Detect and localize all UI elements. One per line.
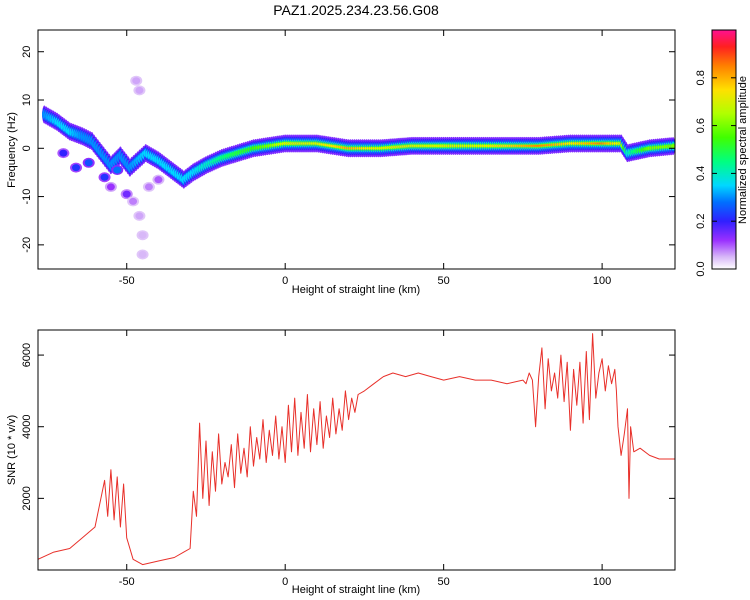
heatmap-blob — [59, 149, 68, 157]
chart-title: PAZ1.2025.234.23.56.G08 — [273, 2, 439, 18]
snr-x-tick-labels: -50 0 50 100 — [119, 576, 612, 588]
spectrogram-ticks — [38, 30, 675, 269]
x-tick-label: 50 — [438, 576, 450, 588]
snr-series-line — [38, 333, 675, 566]
spectrogram-y-axis-label: Frequency (Hz) — [6, 112, 18, 188]
spectrogram-panel: -50 0 50 100 -20 -10 0 10 20 Height of s… — [6, 29, 676, 296]
x-tick-label: -50 — [119, 576, 135, 588]
colorbar-ticks — [712, 77, 736, 270]
heatmap-blob — [100, 173, 109, 181]
heatmap-blob — [144, 183, 153, 191]
colorbar-tick-label: 0.8 — [695, 70, 707, 85]
colorbar-tick-label: 0.4 — [695, 166, 707, 181]
spectrogram-x-tick-labels: -50 0 50 100 — [119, 275, 612, 287]
y-tick-label: 20 — [21, 46, 33, 58]
heatmap-blob — [113, 166, 122, 174]
y-tick-label: 6000 — [21, 343, 33, 367]
spectrogram-y-tick-labels: -20 -10 0 10 20 — [21, 46, 33, 253]
heatmap-blob — [129, 197, 138, 205]
colorbar-tick-label: 0.0 — [695, 261, 707, 276]
heatmap-blob — [84, 159, 93, 167]
snr-ticks — [38, 330, 675, 570]
heatmap-blob — [138, 251, 147, 259]
heatmap-layer — [42, 75, 675, 260]
heatmap-blob — [72, 164, 81, 172]
spectrogram-frame — [37, 29, 676, 270]
snr-y-axis-label: SNR (10 * v/v) — [6, 415, 18, 485]
x-tick-label: 0 — [282, 576, 288, 588]
heatmap-blob — [122, 190, 131, 198]
snr-y-tick-labels: 2000 4000 6000 — [21, 343, 33, 511]
y-tick-label: 4000 — [21, 414, 33, 438]
y-tick-label: -10 — [21, 189, 33, 205]
colorbar: 0.0 0.2 0.4 0.6 0.8 Normalized spectral … — [695, 29, 749, 277]
x-tick-label: 50 — [438, 275, 450, 287]
y-tick-label: 2000 — [21, 486, 33, 510]
heatmap-blob — [154, 176, 163, 184]
x-tick-label: 0 — [282, 275, 288, 287]
heatmap-blob — [135, 212, 144, 220]
x-tick-label: 100 — [593, 275, 611, 287]
heatmap-blob — [135, 86, 144, 94]
y-tick-label: 0 — [21, 145, 33, 151]
heatmap-blob — [106, 183, 115, 191]
snr-x-axis-label: Height of straight line (km) — [292, 584, 420, 596]
colorbar-gradient — [711, 29, 737, 270]
heatmap-blob — [132, 77, 141, 85]
snr-panel: -50 0 50 100 2000 4000 6000 Height of st… — [6, 329, 676, 596]
x-tick-label: -50 — [119, 275, 135, 287]
colorbar-tick-label: 0.2 — [695, 214, 707, 229]
snr-frame — [37, 329, 676, 571]
heatmap-blob — [138, 231, 147, 239]
y-tick-label: -20 — [21, 237, 33, 253]
colorbar-label: Normalized spectral amplitude — [737, 76, 749, 224]
y-tick-label: 10 — [21, 94, 33, 106]
colorbar-tick-label: 0.6 — [695, 118, 707, 133]
heatmap-cell — [670, 144, 675, 148]
spectrogram-x-axis-label: Height of straight line (km) — [292, 284, 420, 296]
x-tick-label: 100 — [593, 576, 611, 588]
